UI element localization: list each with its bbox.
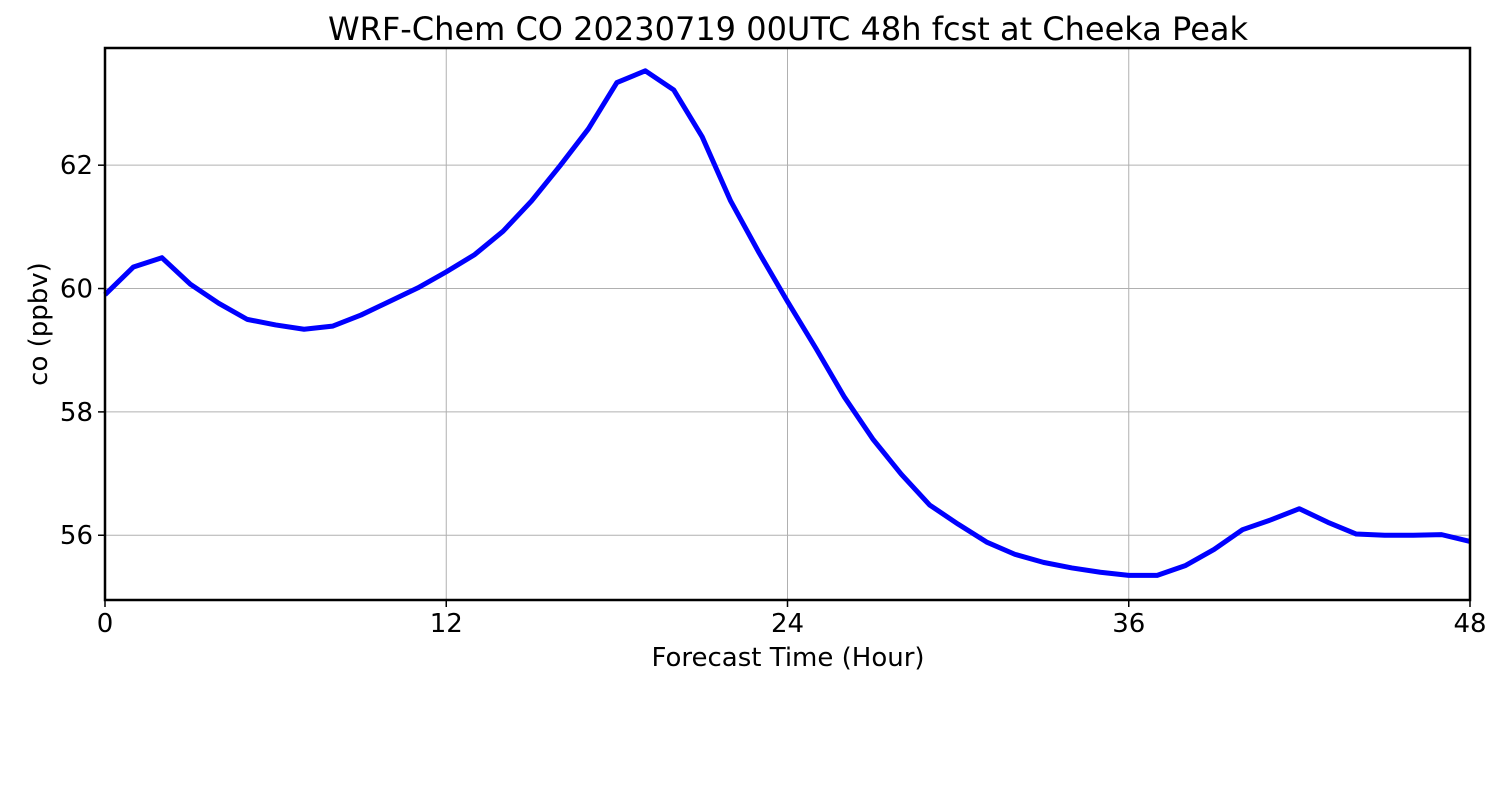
- x-axis-label: Forecast Time (Hour): [651, 643, 924, 673]
- y-axis-label: co (ppbv): [24, 262, 54, 386]
- axis-ticks: 0 12 24 36 48 56 58 60 62: [60, 151, 1487, 639]
- y-tick-label: 58: [60, 398, 93, 428]
- series-layer: [103, 68, 1471, 578]
- x-tick-label: 0: [97, 609, 114, 639]
- y-tick-label: 62: [60, 151, 93, 181]
- x-tick-label: 12: [430, 609, 463, 639]
- x-tick-label: 36: [1112, 609, 1145, 639]
- y-tick-label: 56: [60, 521, 93, 551]
- chart-title: WRF-Chem CO 20230719 00UTC 48h fcst at C…: [328, 10, 1249, 48]
- y-tick-label: 60: [60, 275, 93, 305]
- co-series-line: [103, 68, 1471, 578]
- x-tick-label: 48: [1453, 609, 1486, 639]
- x-tick-label: 24: [771, 609, 804, 639]
